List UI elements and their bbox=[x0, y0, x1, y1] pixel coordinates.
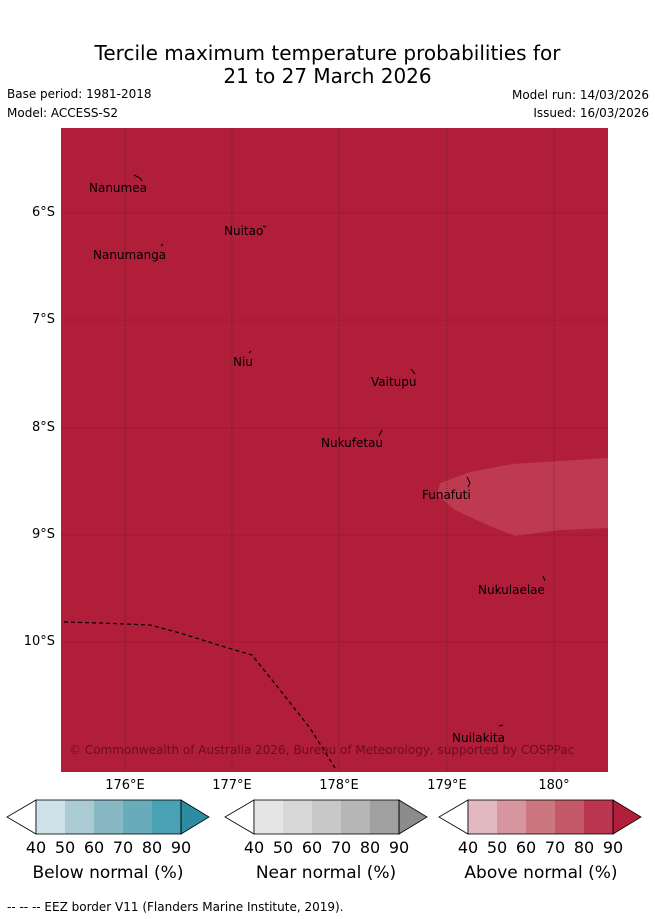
colorbar-tick: 50 bbox=[54, 838, 76, 857]
island-nuilakita bbox=[498, 724, 504, 727]
map-title: Tercile maximum temperature probabilitie… bbox=[0, 42, 655, 88]
colorbar-below-extend-low bbox=[6, 799, 37, 835]
colorbar-near-normal bbox=[224, 799, 428, 835]
colorbar-near-title: Near normal (%) bbox=[255, 863, 397, 883]
colorbar-above-cell bbox=[555, 800, 584, 834]
above-80-region bbox=[437, 458, 608, 536]
colorbar-below-cell bbox=[123, 800, 152, 834]
colorbar-tick: 60 bbox=[301, 838, 323, 857]
lon-label: 176°E bbox=[105, 778, 145, 793]
colorbar-above-extend-low bbox=[438, 799, 469, 835]
island-nukulaelae bbox=[542, 575, 546, 582]
place-label: Nukufetau bbox=[321, 436, 383, 450]
lat-label: 6°S bbox=[31, 205, 55, 220]
island-nukufetau bbox=[378, 429, 383, 437]
lon-label: 179°E bbox=[427, 778, 467, 793]
colorbar-tick: 50 bbox=[272, 838, 294, 857]
base-period: Base period: 1981-2018 bbox=[7, 87, 152, 101]
map-background-above-90 bbox=[61, 128, 608, 772]
colorbar-tick: 70 bbox=[330, 838, 352, 857]
title-line-2: 21 to 27 March 2026 bbox=[223, 64, 432, 88]
island-nuitao bbox=[262, 225, 267, 228]
colorbar-tick: 40 bbox=[243, 838, 265, 857]
colorbar-tick: 60 bbox=[83, 838, 105, 857]
colorbar-near-extend-high bbox=[398, 799, 428, 835]
island-nanumea bbox=[133, 174, 143, 182]
colorbar-below-normal bbox=[6, 799, 210, 835]
colorbar-near-cell bbox=[341, 800, 370, 834]
colorbar-above-frame bbox=[467, 799, 614, 835]
colorbar-tick: 90 bbox=[602, 838, 624, 857]
copyright-watermark: © Commonwealth of Australia 2026, Bureau… bbox=[69, 743, 574, 757]
colorbar-tick: 50 bbox=[486, 838, 508, 857]
colorbar-near-extend-low bbox=[224, 799, 255, 835]
colorbar-near-cell bbox=[254, 800, 283, 834]
island-niu bbox=[248, 350, 252, 354]
colorbar-below-extend-high bbox=[180, 799, 210, 835]
lon-label: 178°E bbox=[319, 778, 359, 793]
colorbar-above-cell bbox=[526, 800, 555, 834]
eez-border bbox=[63, 621, 336, 769]
graticule bbox=[61, 128, 608, 772]
model-run: Model run: 14/03/2026 bbox=[511, 88, 649, 102]
colorbar-above-cell bbox=[468, 800, 497, 834]
colorbar-tick: 80 bbox=[359, 838, 381, 857]
colorbar-below-cell bbox=[36, 800, 65, 834]
title-line-1: Tercile maximum temperature probabilitie… bbox=[94, 41, 561, 65]
colorbar-tick: 80 bbox=[141, 838, 163, 857]
islands bbox=[133, 174, 546, 727]
colorbar-above-cell bbox=[584, 800, 613, 834]
lat-label: 9°S bbox=[31, 527, 55, 542]
colorbar-below-frame bbox=[35, 799, 182, 835]
colorbar-above-title: Above normal (%) bbox=[464, 863, 618, 883]
place-label: Nuilakita bbox=[452, 731, 505, 745]
lat-label: 7°S bbox=[31, 312, 55, 327]
colorbars bbox=[6, 799, 642, 835]
model-name: Model: ACCESS-S2 bbox=[7, 106, 119, 120]
colorbar-tick: 90 bbox=[388, 838, 410, 857]
place-label: Vaitupu bbox=[371, 375, 417, 389]
colorbar-below-cell bbox=[94, 800, 123, 834]
colorbar-near-cell bbox=[283, 800, 312, 834]
colorbar-tick: 70 bbox=[112, 838, 134, 857]
lon-label: 180° bbox=[538, 778, 570, 793]
island-funafuti bbox=[466, 476, 471, 488]
place-label: Nukulaelae bbox=[478, 583, 545, 597]
lat-label: 10°S bbox=[23, 634, 55, 649]
place-label: Niu bbox=[233, 355, 253, 369]
lat-label: 8°S bbox=[31, 420, 55, 435]
eez-border-legend: -- -- -- EEZ border V11 (Flanders Marine… bbox=[7, 900, 344, 914]
colorbar-below-cell bbox=[152, 800, 181, 834]
colorbar-near-cell bbox=[370, 800, 399, 834]
colorbar-tick: 90 bbox=[170, 838, 192, 857]
place-label: Nanumanga bbox=[93, 248, 166, 262]
colorbar-below-title: Below normal (%) bbox=[32, 863, 184, 883]
colorbar-below-cell bbox=[65, 800, 94, 834]
colorbar-above-extend-high bbox=[612, 799, 642, 835]
issued-date: Issued: 16/03/2026 bbox=[533, 106, 649, 120]
colorbar-tick: 70 bbox=[544, 838, 566, 857]
colorbar-tick: 80 bbox=[573, 838, 595, 857]
lon-label: 177°E bbox=[212, 778, 252, 793]
island-vaitupu bbox=[410, 368, 416, 375]
place-label: Nuitao bbox=[224, 224, 263, 238]
colorbar-tick: 40 bbox=[25, 838, 47, 857]
colorbar-tick: 40 bbox=[457, 838, 479, 857]
colorbar-near-cell bbox=[312, 800, 341, 834]
colorbar-above-cell bbox=[497, 800, 526, 834]
place-label: Nanumea bbox=[89, 181, 147, 195]
island-nanumanga bbox=[160, 243, 164, 247]
colorbar-tick: 60 bbox=[515, 838, 537, 857]
colorbar-above-normal bbox=[438, 799, 642, 835]
place-label: Funafuti bbox=[422, 488, 471, 502]
colorbar-near-frame bbox=[253, 799, 400, 835]
